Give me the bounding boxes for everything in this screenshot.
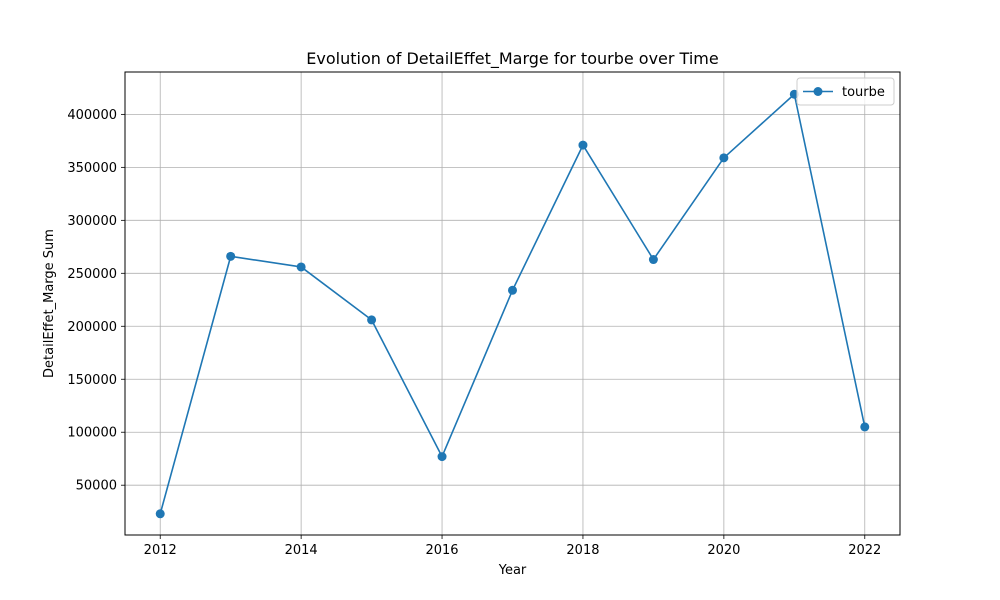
data-point bbox=[437, 452, 447, 462]
y-tick-label: 350000 bbox=[67, 161, 117, 176]
x-tick-label: 2014 bbox=[285, 543, 318, 558]
legend-marker-icon bbox=[813, 87, 823, 96]
data-point bbox=[155, 509, 165, 519]
legend-label: tourbe bbox=[842, 85, 885, 100]
data-point bbox=[508, 285, 517, 295]
x-axis-label: Year bbox=[498, 563, 527, 578]
chart-title: Evolution of DetailEffet_Marge for tourb… bbox=[306, 49, 718, 69]
data-point bbox=[719, 153, 729, 163]
data-point bbox=[578, 140, 588, 150]
legend: tourbe bbox=[796, 77, 895, 106]
y-tick-label: 150000 bbox=[67, 373, 117, 388]
x-tick-label: 2012 bbox=[144, 543, 177, 558]
data-point bbox=[367, 315, 377, 325]
y-tick-label: 100000 bbox=[67, 426, 117, 441]
data-point bbox=[296, 262, 306, 272]
x-tick-label: 2020 bbox=[707, 543, 740, 558]
y-tick-label: 300000 bbox=[67, 214, 117, 229]
series-layer bbox=[155, 89, 870, 519]
data-point bbox=[226, 251, 236, 261]
legend-box bbox=[796, 77, 895, 106]
y-axis-label: DetailEffet_Marge Sum bbox=[42, 229, 57, 378]
y-tick-label: 250000 bbox=[67, 267, 117, 282]
x-tick-label: 2018 bbox=[566, 543, 599, 558]
y-tick-label: 50000 bbox=[76, 479, 117, 494]
y-tick-label: 200000 bbox=[67, 320, 117, 335]
y-tick-label: 400000 bbox=[67, 108, 117, 123]
ticks: 2012 2014 2016 2018 2020 2022 50000 100000 15000… bbox=[67, 108, 881, 558]
data-point bbox=[648, 255, 658, 265]
x-tick-label: 2022 bbox=[848, 543, 881, 558]
x-tick-label: 2016 bbox=[425, 543, 458, 558]
data-point bbox=[860, 422, 870, 432]
grid bbox=[125, 72, 900, 535]
plot-frame bbox=[124, 71, 901, 536]
